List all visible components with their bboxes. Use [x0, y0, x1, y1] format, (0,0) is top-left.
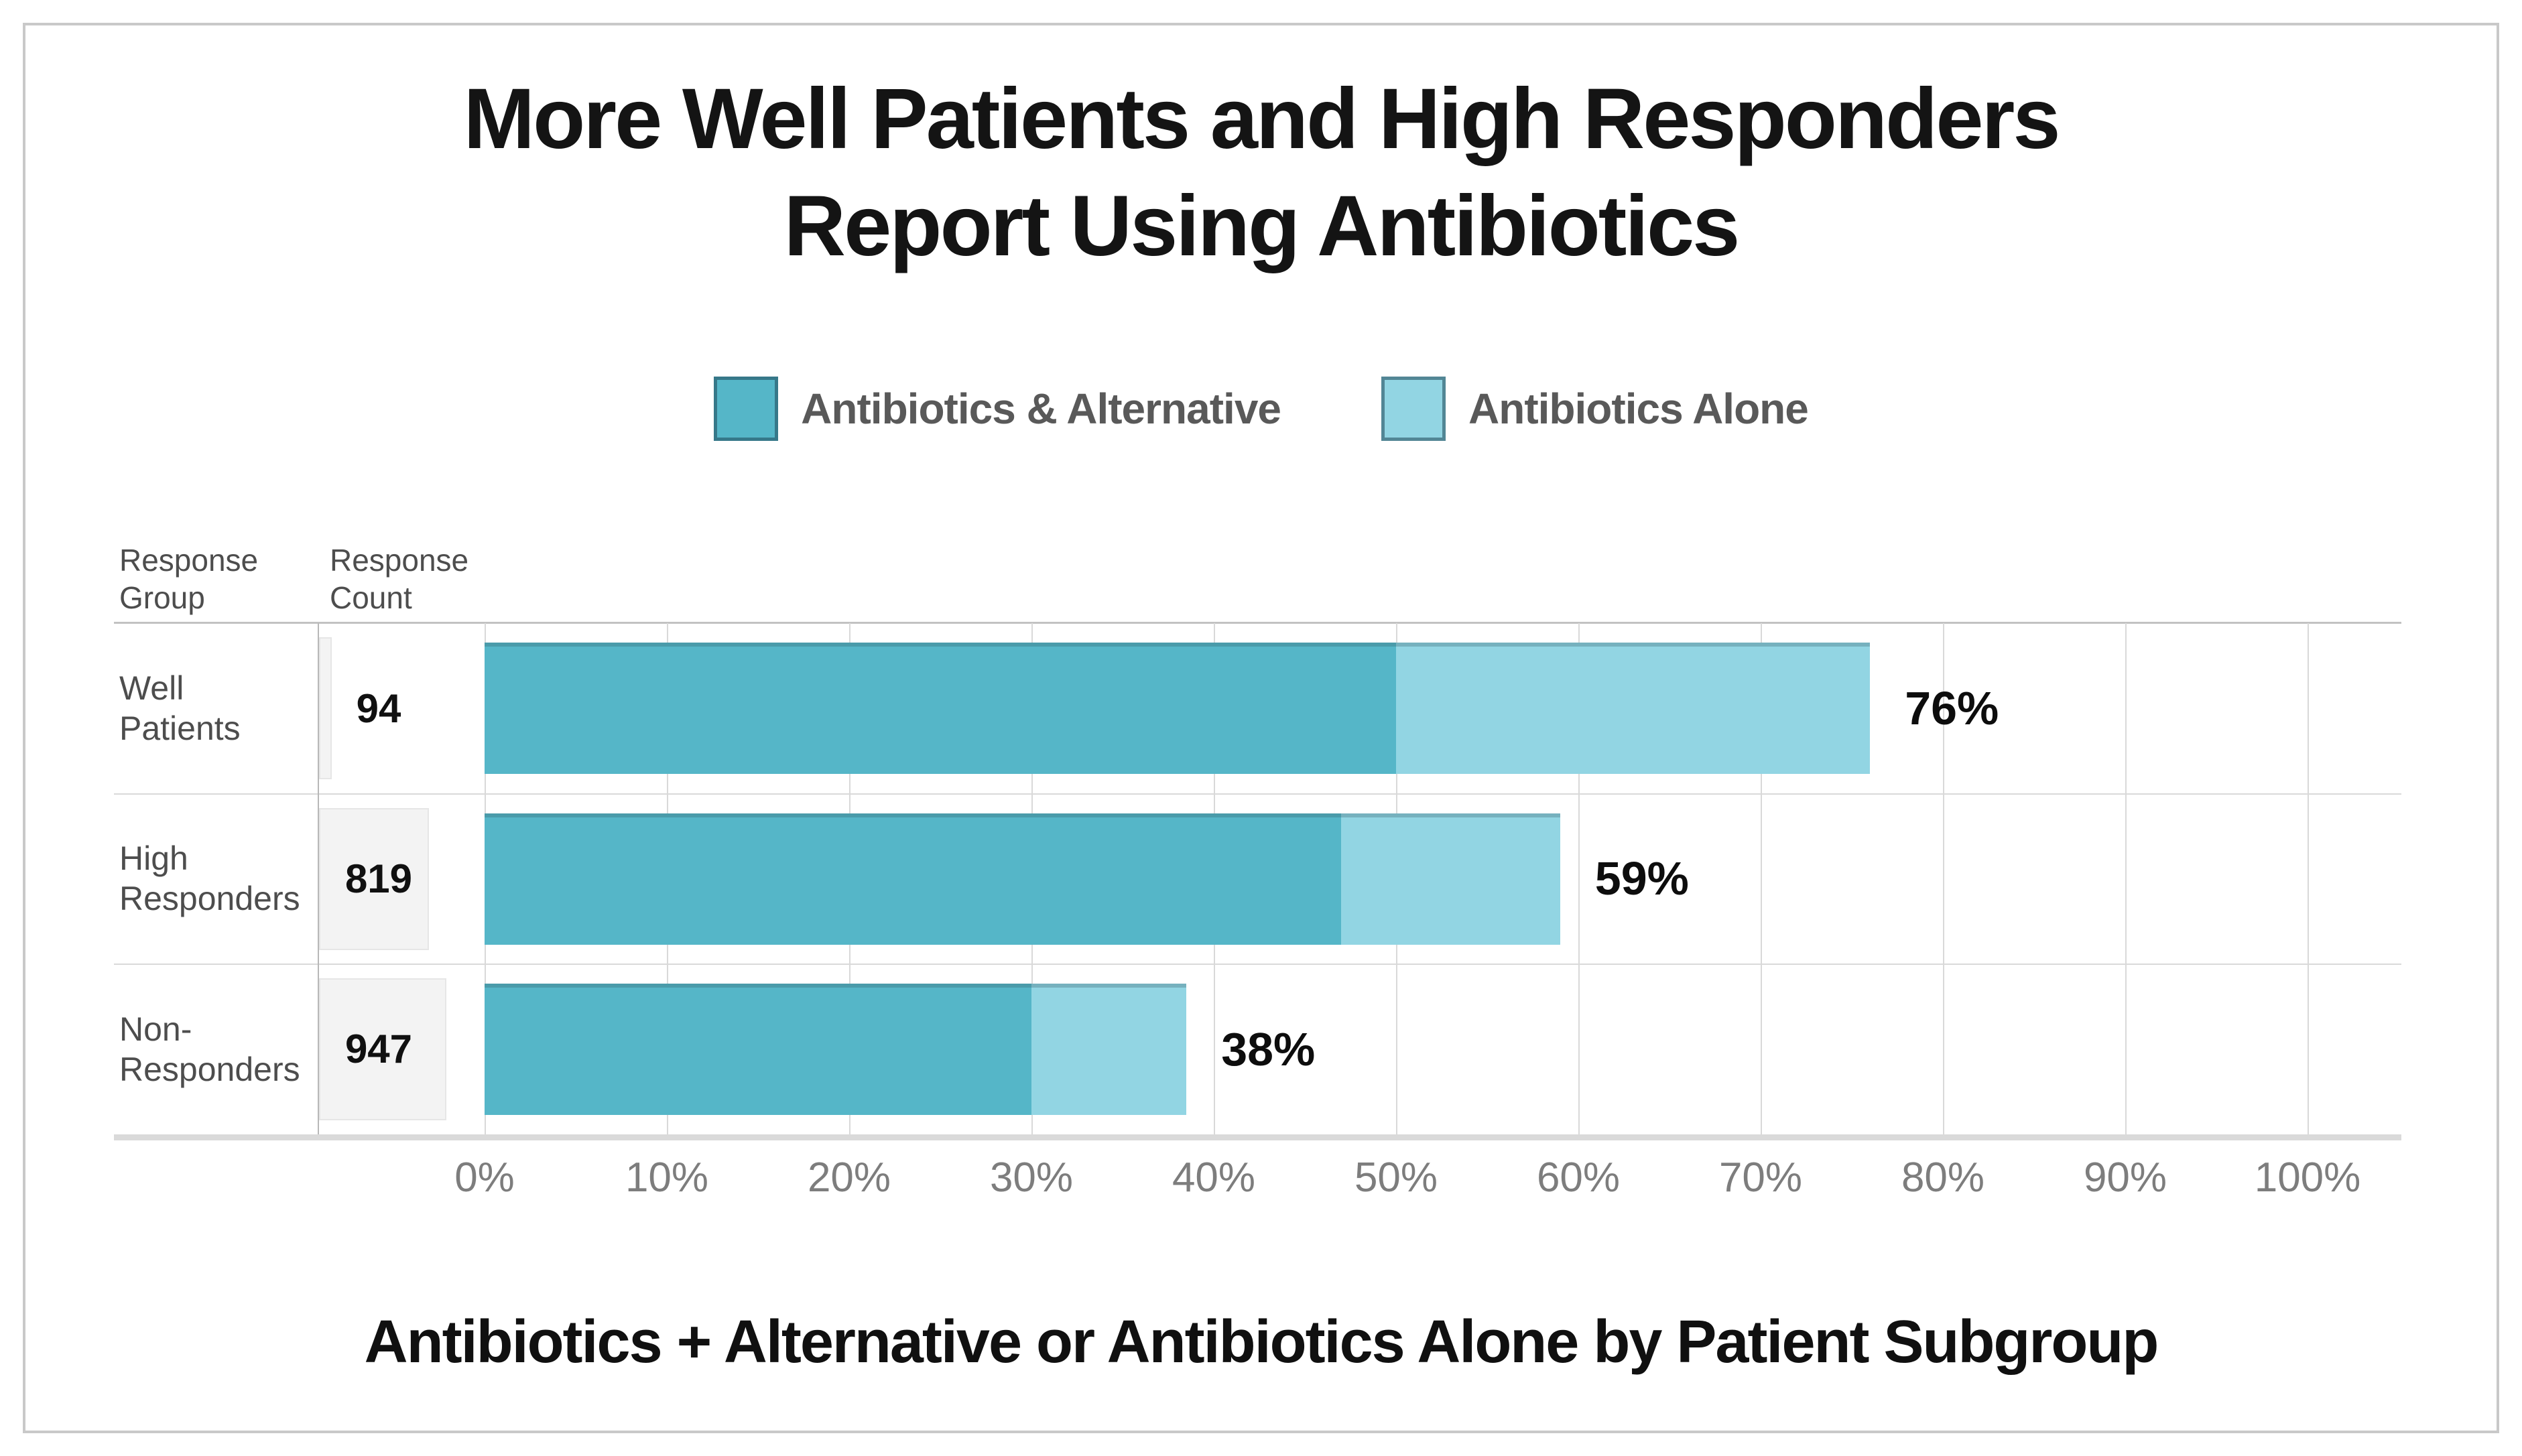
gridline [2308, 623, 2309, 1134]
response-count-value: 94 [356, 685, 401, 731]
row-label: Well Patients [119, 669, 241, 748]
x-axis-tick-label: 100% [2254, 1154, 2361, 1201]
bar-segment-antibiotics-alternative [485, 813, 1342, 945]
chart-caption: Antibiotics + Alternative or Antibiotics… [364, 1309, 2159, 1376]
column-divider-line [318, 623, 319, 1134]
legend: Antibiotics & Alternative Antibiotics Al… [0, 377, 2522, 441]
column-header-response-count: Response Count [330, 543, 469, 615]
chart-title-line2: Report Using Antibiotics [783, 178, 1741, 274]
bar-total-label: 38% [1221, 1022, 1316, 1075]
bar-segment-antibiotics-alternative [485, 983, 1031, 1115]
legend-swatch-dark-teal [714, 377, 779, 441]
x-axis-tick-label: 90% [2083, 1154, 2167, 1201]
gridline [1943, 623, 1944, 1134]
response-count-value: 947 [344, 1027, 413, 1072]
gridline [1578, 623, 1580, 1134]
bar-segment-antibiotics-alone [1396, 643, 1871, 775]
row-label: Non- Responders [119, 1010, 300, 1088]
row-divider [114, 793, 2401, 795]
bar-segment-antibiotics-alternative [485, 643, 1396, 775]
x-axis-tick-label: 70% [1718, 1154, 1803, 1201]
x-axis-tick-label: 60% [1536, 1154, 1621, 1201]
chart-title: More Well Patients and High Responders R… [0, 66, 2522, 280]
gridline [1761, 623, 1762, 1134]
legend-item-antibiotics-alone: Antibiotics Alone [1381, 377, 1809, 441]
column-header-response-group: Response Group [119, 543, 259, 615]
row-divider [114, 964, 2401, 965]
chart-title-line1: More Well Patients and High Responders [463, 71, 2060, 167]
legend-swatch-light-teal [1381, 377, 1446, 441]
row-label: High Responders [119, 840, 300, 918]
x-axis-tick-label: 50% [1354, 1154, 1438, 1201]
response-count-bar [319, 978, 446, 1120]
x-axis-tick-label: 40% [1172, 1154, 1256, 1201]
response-count-value: 819 [344, 856, 413, 901]
gridline [2125, 623, 2127, 1134]
bar-total-label: 76% [1905, 682, 1999, 735]
x-axis-line [114, 1134, 2401, 1140]
x-axis-tick-label: 10% [625, 1154, 709, 1201]
legend-label: Antibiotics Alone [1468, 385, 1809, 433]
response-count-bar [319, 807, 429, 950]
response-count-bar [319, 637, 332, 780]
outer-border [23, 23, 2499, 1433]
x-axis-tick-label: 30% [989, 1154, 1074, 1201]
plot-top-line [114, 622, 2401, 624]
x-axis-tick-label: 80% [1901, 1154, 1985, 1201]
bar-segment-antibiotics-alone [1031, 983, 1187, 1115]
x-axis-tick-label: 20% [807, 1154, 891, 1201]
legend-label: Antibiotics & Alternative [801, 385, 1281, 433]
x-axis-tick-label: 0% [454, 1154, 515, 1201]
bar-segment-antibiotics-alone [1341, 813, 1560, 945]
bar-total-label: 59% [1594, 852, 1689, 905]
legend-item-antibiotics-alternative: Antibiotics & Alternative [714, 377, 1281, 441]
